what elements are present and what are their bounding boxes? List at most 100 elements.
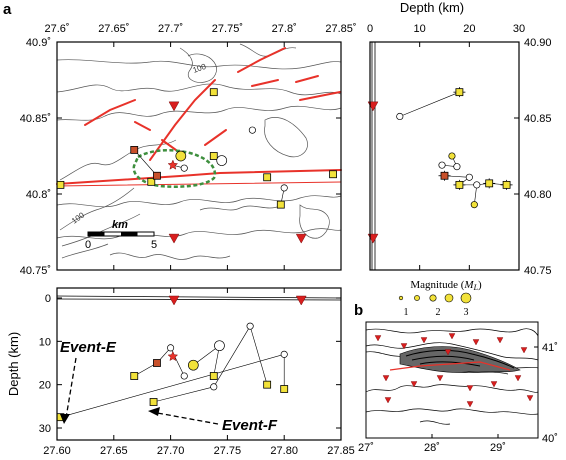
map-event-0-square	[56, 180, 65, 189]
depth-profile-event-4-circle	[453, 163, 461, 171]
depth-section-y-tick-2: 20	[39, 380, 51, 392]
inset-station-16	[444, 349, 452, 356]
inset-station-7	[466, 385, 474, 392]
depth-section-connector-5	[193, 345, 220, 366]
depth-section-ylabel: Depth (km)	[6, 332, 21, 396]
depth-section-ticks: 27.60 27.65 27.70 27.75 27.80 27.85 0 10 20 30	[39, 288, 355, 457]
event-e-arrow	[65, 357, 77, 419]
map-lat-tick-3: 40.75˚	[20, 265, 51, 277]
map-event-7-square	[209, 88, 218, 97]
inset-faults	[389, 361, 511, 371]
depth-section-event-14-square	[280, 385, 289, 393]
depth-section-event-12-square	[263, 380, 272, 389]
scale-bar-left-label: 0	[85, 239, 91, 251]
depth-profile-event-0-circle	[396, 112, 404, 121]
depth-section-event-5-circle	[167, 344, 175, 352]
depth-profile-event-3-circle	[448, 152, 456, 160]
depth-section-panel: 27.60 27.65 27.70 27.75 27.80 27.85 0 10 20 30 De…	[6, 287, 355, 457]
depth-section-x-tick-3: 27.75	[214, 445, 242, 457]
map-lat-tick-0: 40.9˚	[26, 37, 51, 49]
inset-station-2	[400, 343, 408, 350]
depth-profile-event-11-circle	[470, 201, 478, 209]
inset-station-15	[526, 395, 534, 402]
depth-profile-lat-tick-1: 40.85	[524, 113, 552, 125]
inset-station-4	[420, 337, 428, 344]
depth-section-x-tick-4: 27.80	[270, 445, 298, 457]
depth-profile-event-10-square	[502, 180, 511, 189]
depth-profile-event-1-square	[455, 88, 464, 97]
depth-section-event-4-star	[167, 350, 179, 362]
depth-profile-event-2-circle	[438, 161, 446, 169]
depth-section-connectors	[60, 326, 285, 418]
depth-profile-marks	[367, 87, 513, 244]
map-event-1-square	[130, 146, 139, 154]
depth-section-y-tick-3: 30	[39, 423, 51, 435]
depth-section-y-tick-0: 0	[45, 293, 51, 305]
inset-station-marks	[374, 333, 534, 408]
depth-profile-connectors	[399, 91, 507, 205]
map-lat-tick-1: 40.85˚	[20, 113, 51, 125]
map-connector-0	[134, 149, 158, 176]
map-event-2-square	[147, 177, 156, 186]
depth-section-station-0	[168, 295, 180, 306]
depth-profile-event-9-square	[485, 179, 494, 188]
depth-section-event-9-circle	[210, 383, 218, 391]
event-e-label: Event-E	[60, 339, 117, 356]
depth-section-station-1	[295, 295, 307, 306]
map-lon-tick-3: 27.75˚	[212, 23, 243, 35]
depth-profile-ticks: 0 10 20 30 40.90 40.85 40.80 40.75	[367, 23, 552, 277]
legend-label-3: 3	[464, 307, 469, 318]
inset-station-8	[472, 339, 480, 346]
panel-label-b: b	[354, 302, 363, 319]
hypocenter-zone-outline	[132, 148, 217, 188]
depth-profile-event-8-circle	[473, 181, 481, 189]
topography-contours	[56, 43, 342, 260]
inset-station-0	[374, 335, 382, 342]
depth-section-event-8-square	[209, 372, 218, 380]
event-e-arrowhead	[60, 414, 70, 424]
map-event-10-circle	[248, 126, 256, 134]
depth-profile-lat-tick-3: 40.75	[524, 265, 552, 277]
inset-ticks: 27˚ 28˚ 29˚ 41˚ 40˚	[358, 342, 558, 454]
map-event-11-square	[263, 173, 272, 182]
legend-mag-2-b	[444, 293, 454, 303]
legend-mag-1-a	[398, 295, 404, 301]
map-event-5-circle	[175, 150, 187, 162]
map-panel: 100 100 km 0 5 2	[20, 23, 357, 277]
depth-section-event-2-square	[130, 372, 139, 380]
fault-lines	[56, 47, 342, 187]
panel-label-a: a	[3, 1, 12, 18]
depth-profile-lat-tick-0: 40.90	[524, 37, 552, 49]
depth-section-frame	[56, 287, 342, 441]
map-lon-tick-0: 27.6˚	[44, 23, 69, 35]
map-station-1	[168, 233, 180, 244]
inset-station-13	[384, 397, 392, 404]
map-event-marks	[56, 88, 337, 244]
inset-station-14	[466, 401, 474, 408]
depth-section-connector-7	[213, 326, 251, 387]
depth-section-x-tick-1: 27.65	[100, 445, 128, 457]
scale-bar-right-label: 5	[151, 239, 157, 251]
depth-section-x-tick-0: 27.60	[43, 445, 71, 457]
depth-section-y-tick-1: 10	[39, 336, 51, 348]
inset-station-1	[382, 375, 390, 382]
map-event-6-circle	[180, 164, 188, 172]
depth-profile-event-6-circle	[465, 173, 473, 181]
map-lon-tick-2: 27.7˚	[158, 23, 183, 35]
depth-section-connector-0	[60, 354, 285, 418]
depth-section-x-tick-2: 27.70	[157, 445, 185, 457]
inset-bathymetry-contours	[405, 349, 515, 369]
depth-profile-x-tick-0: 0	[367, 23, 373, 35]
depth-profile-event-7-square	[455, 180, 464, 189]
depth-profile-connector-0	[399, 91, 460, 117]
map-lon-tick-4: 27.8˚	[272, 23, 297, 35]
depth-section-connector-1	[153, 386, 214, 403]
legend-mag-2-a	[429, 294, 437, 302]
map-frame	[56, 41, 342, 271]
legend-label-2: 2	[436, 307, 441, 318]
depth-section-x-tick-5: 27.85	[327, 445, 355, 457]
inset-station-11	[514, 375, 522, 382]
map-event-13-circle	[280, 184, 288, 192]
contour-label-north: 100	[192, 62, 208, 75]
